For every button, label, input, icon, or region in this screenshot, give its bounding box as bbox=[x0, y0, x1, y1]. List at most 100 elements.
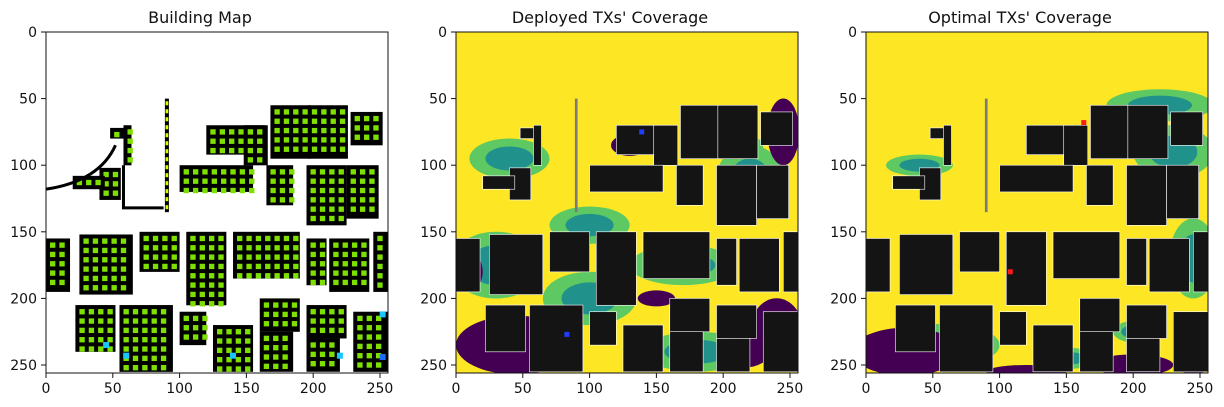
building-marker bbox=[265, 235, 271, 242]
transmitter-marker bbox=[1007, 269, 1013, 275]
y-tick-label: 50 bbox=[839, 92, 857, 108]
building bbox=[783, 231, 798, 293]
building bbox=[485, 304, 526, 353]
building-marker bbox=[245, 338, 251, 344]
building-marker bbox=[247, 147, 254, 154]
building-marker bbox=[102, 247, 108, 254]
building-marker bbox=[217, 329, 223, 335]
building bbox=[1126, 338, 1161, 373]
building-marker bbox=[79, 318, 85, 324]
x-tick-label: 50 bbox=[514, 381, 532, 397]
building-marker bbox=[291, 302, 298, 308]
building-marker bbox=[132, 365, 139, 371]
x-tick-label: 150 bbox=[233, 381, 260, 397]
building-marker bbox=[162, 263, 168, 270]
building-marker bbox=[50, 270, 56, 276]
building-marker bbox=[310, 279, 316, 286]
building-marker bbox=[199, 301, 205, 307]
building bbox=[482, 175, 516, 190]
building-marker bbox=[273, 321, 279, 327]
building-marker bbox=[321, 146, 327, 152]
building-marker bbox=[289, 169, 295, 175]
building-marker bbox=[143, 245, 149, 251]
building-marker bbox=[79, 346, 85, 352]
tower-marker bbox=[165, 133, 169, 138]
building-marker bbox=[237, 235, 243, 242]
building-marker bbox=[246, 273, 252, 279]
building bbox=[589, 311, 617, 346]
building-marker bbox=[310, 178, 316, 184]
x-tick-label: 50 bbox=[924, 381, 942, 397]
building-marker bbox=[120, 285, 127, 291]
tower-marker bbox=[165, 157, 169, 162]
y-tick-label: 100 bbox=[830, 158, 857, 174]
building-marker bbox=[171, 263, 177, 270]
building-marker bbox=[273, 335, 279, 342]
building-marker bbox=[112, 181, 119, 187]
building-marker bbox=[274, 109, 280, 115]
building-marker bbox=[255, 245, 262, 251]
building-marker bbox=[363, 134, 370, 140]
tower-marker bbox=[165, 149, 169, 154]
building-marker bbox=[239, 169, 246, 175]
x-tick-label: 0 bbox=[42, 381, 51, 397]
building-marker bbox=[274, 273, 280, 279]
building bbox=[373, 231, 388, 292]
building-marker bbox=[202, 315, 208, 322]
building-marker bbox=[102, 266, 108, 272]
building-marker bbox=[310, 261, 316, 267]
building-marker bbox=[283, 137, 290, 143]
building-marker bbox=[377, 254, 383, 260]
transmitter-marker bbox=[639, 129, 645, 135]
building-marker bbox=[302, 118, 308, 124]
building-marker bbox=[274, 245, 280, 251]
tower bbox=[574, 98, 578, 213]
building-marker bbox=[160, 365, 167, 371]
building-marker bbox=[218, 254, 224, 260]
building-marker bbox=[83, 247, 89, 254]
building-marker bbox=[354, 115, 360, 122]
building bbox=[1127, 104, 1169, 159]
building-marker bbox=[263, 335, 270, 342]
building-marker bbox=[319, 251, 326, 258]
building bbox=[123, 125, 132, 166]
building bbox=[999, 164, 1074, 193]
building-marker bbox=[302, 146, 308, 152]
building bbox=[1172, 311, 1208, 373]
building-marker bbox=[270, 169, 276, 175]
tower-marker bbox=[165, 173, 169, 178]
building bbox=[895, 304, 936, 353]
building-marker bbox=[302, 137, 308, 143]
building-marker bbox=[310, 215, 316, 222]
building-marker bbox=[279, 187, 286, 194]
building bbox=[46, 238, 71, 292]
y-tick-label: 0 bbox=[848, 25, 857, 41]
building-marker bbox=[293, 146, 299, 152]
building bbox=[1126, 304, 1167, 339]
building-marker bbox=[338, 309, 344, 315]
plot-frame bbox=[455, 31, 799, 374]
building-marker bbox=[192, 325, 199, 331]
building-marker bbox=[310, 327, 316, 334]
building-marker bbox=[310, 187, 316, 194]
building-marker bbox=[92, 257, 99, 263]
building-marker bbox=[202, 187, 208, 194]
building-marker bbox=[333, 242, 339, 248]
y-tick-label: 200 bbox=[420, 291, 447, 307]
building-marker bbox=[208, 273, 215, 279]
building-marker bbox=[330, 137, 336, 143]
tower-marker bbox=[165, 125, 169, 130]
building-marker bbox=[310, 270, 316, 276]
building-marker bbox=[270, 197, 276, 203]
building-marker bbox=[190, 291, 196, 298]
building-marker bbox=[310, 342, 316, 348]
building-marker bbox=[120, 257, 127, 263]
building-marker bbox=[217, 347, 223, 354]
building-marker bbox=[283, 109, 290, 115]
building-marker bbox=[282, 335, 288, 342]
building bbox=[243, 125, 268, 166]
building-marker bbox=[107, 318, 113, 324]
building-marker bbox=[366, 353, 372, 359]
tower-marker bbox=[165, 117, 169, 122]
building-marker bbox=[107, 346, 113, 352]
